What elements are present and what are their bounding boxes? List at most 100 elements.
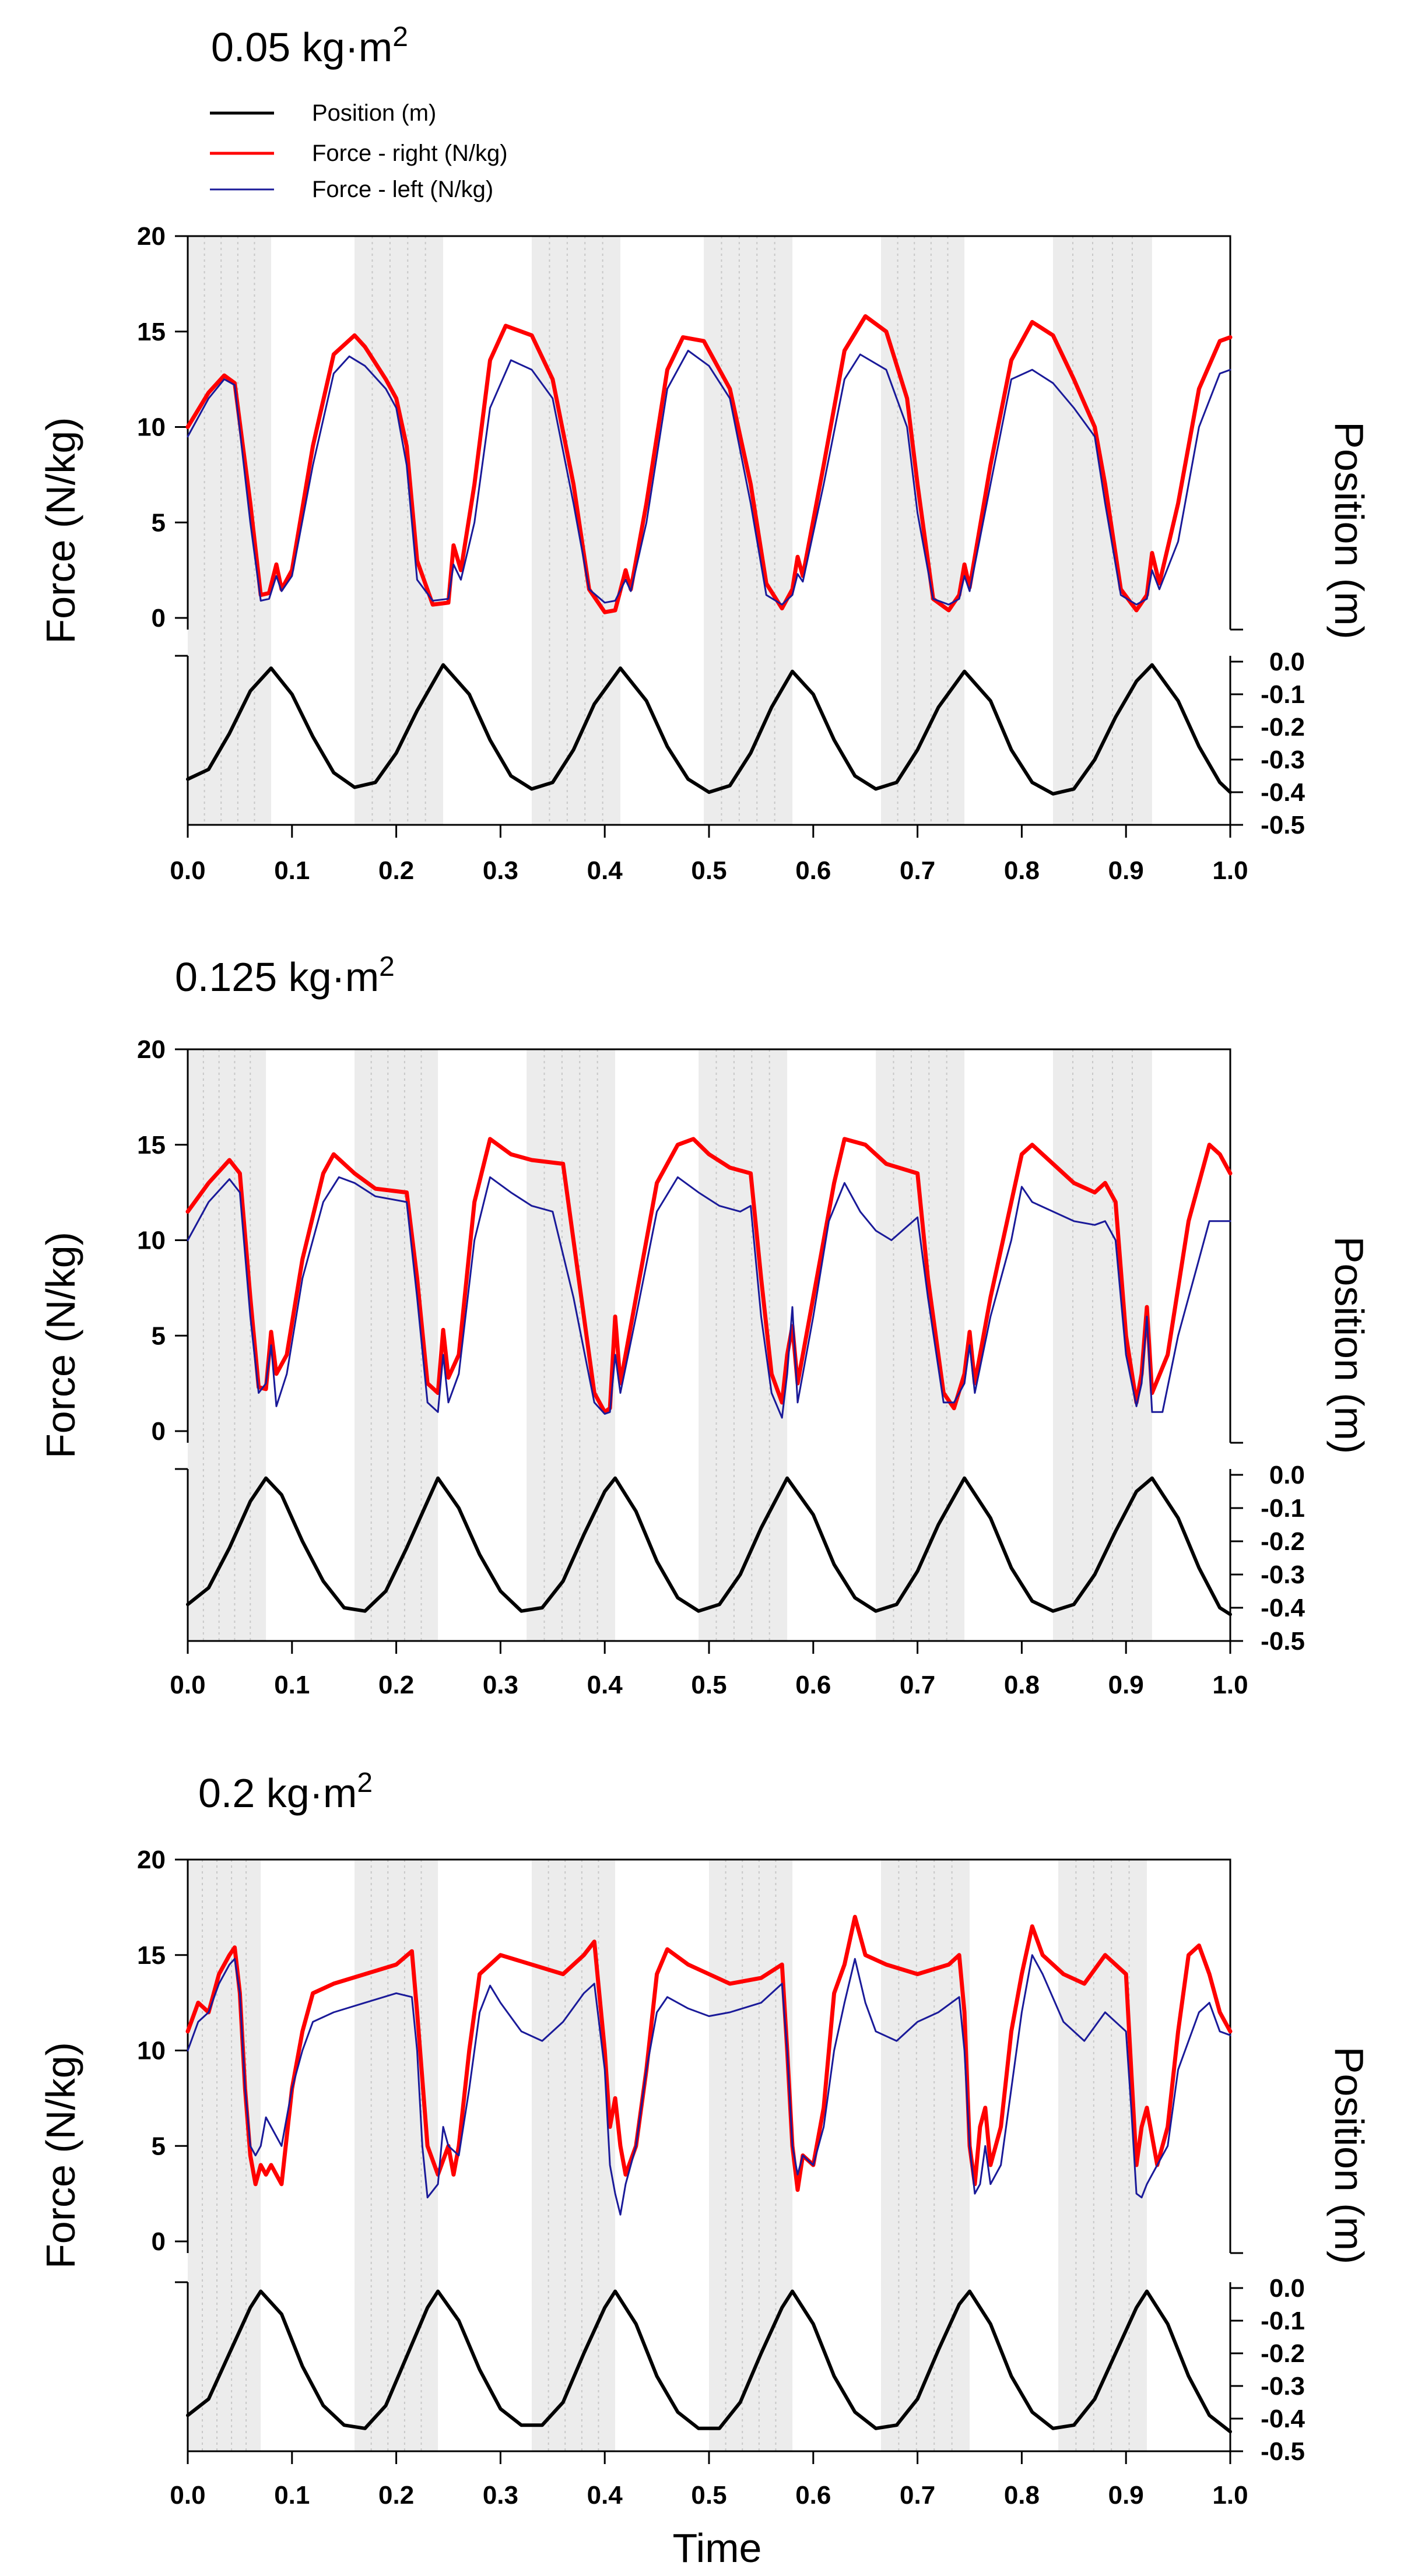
y-axis-title: Force (N/kg) bbox=[38, 2042, 83, 2269]
x-tick-label: 0.2 bbox=[378, 856, 414, 885]
y-axis-title: Force (N/kg) bbox=[38, 417, 83, 644]
chart-panel: 0.2 kg·m2051015200.0-0.1-0.2-0.3-0.4-0.5… bbox=[38, 1767, 1372, 2510]
shaded-band bbox=[704, 236, 793, 825]
panel-title-text: 0.2 kg·m bbox=[198, 1770, 357, 1816]
legend-label: Force - left (N/kg) bbox=[312, 177, 493, 202]
shaded-band bbox=[355, 1860, 438, 2451]
y2-tick-label: -0.3 bbox=[1261, 2372, 1305, 2401]
shaded-band bbox=[699, 1049, 788, 1641]
x-tick-label: 1.0 bbox=[1212, 1671, 1248, 1699]
y-tick-label: 10 bbox=[137, 2037, 166, 2065]
x-tick-label: 0.9 bbox=[1108, 1671, 1144, 1699]
shaded-band bbox=[1053, 236, 1152, 825]
y2-tick-label: -0.2 bbox=[1261, 1527, 1305, 1556]
y2-axis-title: Position (m) bbox=[1326, 1236, 1372, 1454]
shaded-band bbox=[876, 1049, 965, 1641]
x-tick-label: 0.5 bbox=[691, 1671, 726, 1699]
panel-title: 0.2 kg·m2 bbox=[198, 1767, 373, 1816]
x-tick-label: 0.7 bbox=[900, 856, 935, 885]
x-tick-label: 0.6 bbox=[795, 2481, 831, 2510]
force-left-line bbox=[187, 350, 1231, 606]
position-line bbox=[186, 1476, 1232, 1616]
panel-title-superscript: 2 bbox=[379, 951, 395, 982]
y2-tick-label: -0.4 bbox=[1261, 1594, 1305, 1622]
y-tick-label: 0 bbox=[152, 2227, 166, 2256]
legend-label: Position (m) bbox=[312, 100, 436, 126]
shaded-band bbox=[1053, 1049, 1152, 1641]
y-tick-label: 5 bbox=[152, 1322, 166, 1350]
y2-axis-title: Position (m) bbox=[1326, 421, 1372, 639]
y2-tick-label: 0.0 bbox=[1269, 2274, 1305, 2303]
y-tick-label: 0 bbox=[152, 1417, 166, 1446]
y2-tick-label: 0.0 bbox=[1269, 1461, 1305, 1489]
panel-title-superscript: 2 bbox=[357, 1767, 373, 1798]
x-tick-label: 1.0 bbox=[1212, 2481, 1248, 2510]
y2-tick-label: -0.3 bbox=[1261, 1561, 1305, 1589]
x-tick-label: 0.0 bbox=[170, 1671, 205, 1699]
x-tick-label: 0.9 bbox=[1108, 856, 1144, 885]
y-tick-label: 20 bbox=[137, 1846, 166, 1874]
force-right-line bbox=[185, 1914, 1233, 2192]
x-tick-label: 0.4 bbox=[587, 2481, 623, 2510]
x-tick-label: 0.8 bbox=[1004, 1671, 1040, 1699]
y2-axis-title: Position (m) bbox=[1326, 2047, 1372, 2264]
y2-tick-label: -0.2 bbox=[1261, 2339, 1305, 2368]
y2-tick-label: -0.5 bbox=[1261, 811, 1305, 839]
panel-title-text: 0.05 kg·m bbox=[211, 24, 392, 70]
y2-tick-label: -0.1 bbox=[1261, 680, 1305, 709]
force-right-line bbox=[185, 314, 1233, 614]
y2-tick-label: -0.5 bbox=[1261, 1627, 1305, 1656]
panel-title-superscript: 2 bbox=[392, 22, 408, 52]
x-tick-label: 0.8 bbox=[1004, 2481, 1040, 2510]
panel-title: 0.125 kg·m2 bbox=[175, 951, 395, 1000]
y-tick-label: 5 bbox=[152, 2132, 166, 2160]
shaded-band bbox=[709, 1860, 793, 2451]
panel-title-text: 0.125 kg·m bbox=[175, 954, 379, 1000]
chart-panel: 0.125 kg·m2051015200.0-0.1-0.2-0.3-0.4-0… bbox=[38, 951, 1372, 1700]
y-tick-label: 10 bbox=[137, 413, 166, 442]
x-tick-label: 0.0 bbox=[170, 856, 205, 885]
x-tick-label: 0.2 bbox=[378, 2481, 414, 2510]
x-tick-label: 1.0 bbox=[1212, 856, 1248, 885]
x-tick-label: 0.6 bbox=[795, 1671, 831, 1699]
y2-tick-label: -0.4 bbox=[1261, 2405, 1305, 2433]
position-line bbox=[186, 663, 1232, 796]
y2-tick-label: -0.5 bbox=[1261, 2437, 1305, 2466]
shaded-band bbox=[532, 236, 621, 825]
x-tick-label: 0.3 bbox=[483, 1671, 518, 1699]
x-tick-label: 0.0 bbox=[170, 2481, 205, 2510]
x-axis-title: Time bbox=[673, 2525, 762, 2571]
y2-tick-label: -0.1 bbox=[1261, 1494, 1305, 1523]
x-tick-label: 0.7 bbox=[900, 1671, 935, 1699]
y-tick-label: 20 bbox=[137, 1035, 166, 1064]
position-line bbox=[186, 2289, 1232, 2434]
shaded-band bbox=[532, 1860, 616, 2451]
x-tick-label: 0.5 bbox=[691, 2481, 726, 2510]
y-tick-label: 0 bbox=[152, 604, 166, 632]
panel-title: 0.05 kg·m2 bbox=[211, 22, 408, 71]
y2-tick-label: -0.3 bbox=[1261, 746, 1305, 774]
force-axis-frame bbox=[187, 235, 1231, 630]
x-tick-label: 0.7 bbox=[900, 2481, 935, 2510]
shaded-band bbox=[188, 236, 272, 825]
force-right-line bbox=[185, 1137, 1233, 1414]
y-tick-label: 5 bbox=[152, 508, 166, 537]
force-axis-frame bbox=[187, 1858, 1231, 2253]
y2-tick-label: -0.4 bbox=[1261, 778, 1305, 807]
y-tick-label: 15 bbox=[137, 1131, 166, 1159]
y-tick-label: 15 bbox=[137, 1941, 166, 1970]
y-axis-title: Force (N/kg) bbox=[38, 1232, 83, 1459]
x-tick-label: 0.8 bbox=[1004, 856, 1040, 885]
force-left-line bbox=[187, 1176, 1231, 1419]
x-tick-label: 0.3 bbox=[483, 856, 518, 885]
x-tick-label: 0.1 bbox=[274, 1671, 310, 1699]
legend-label: Force - right (N/kg) bbox=[312, 140, 508, 166]
y2-tick-label: -0.2 bbox=[1261, 713, 1305, 741]
y-tick-label: 15 bbox=[137, 318, 166, 346]
shaded-band bbox=[881, 1860, 970, 2451]
y2-tick-label: -0.1 bbox=[1261, 2307, 1305, 2335]
force-left-line bbox=[187, 1954, 1231, 2216]
x-tick-label: 0.4 bbox=[587, 856, 623, 885]
x-tick-label: 0.1 bbox=[274, 2481, 310, 2510]
